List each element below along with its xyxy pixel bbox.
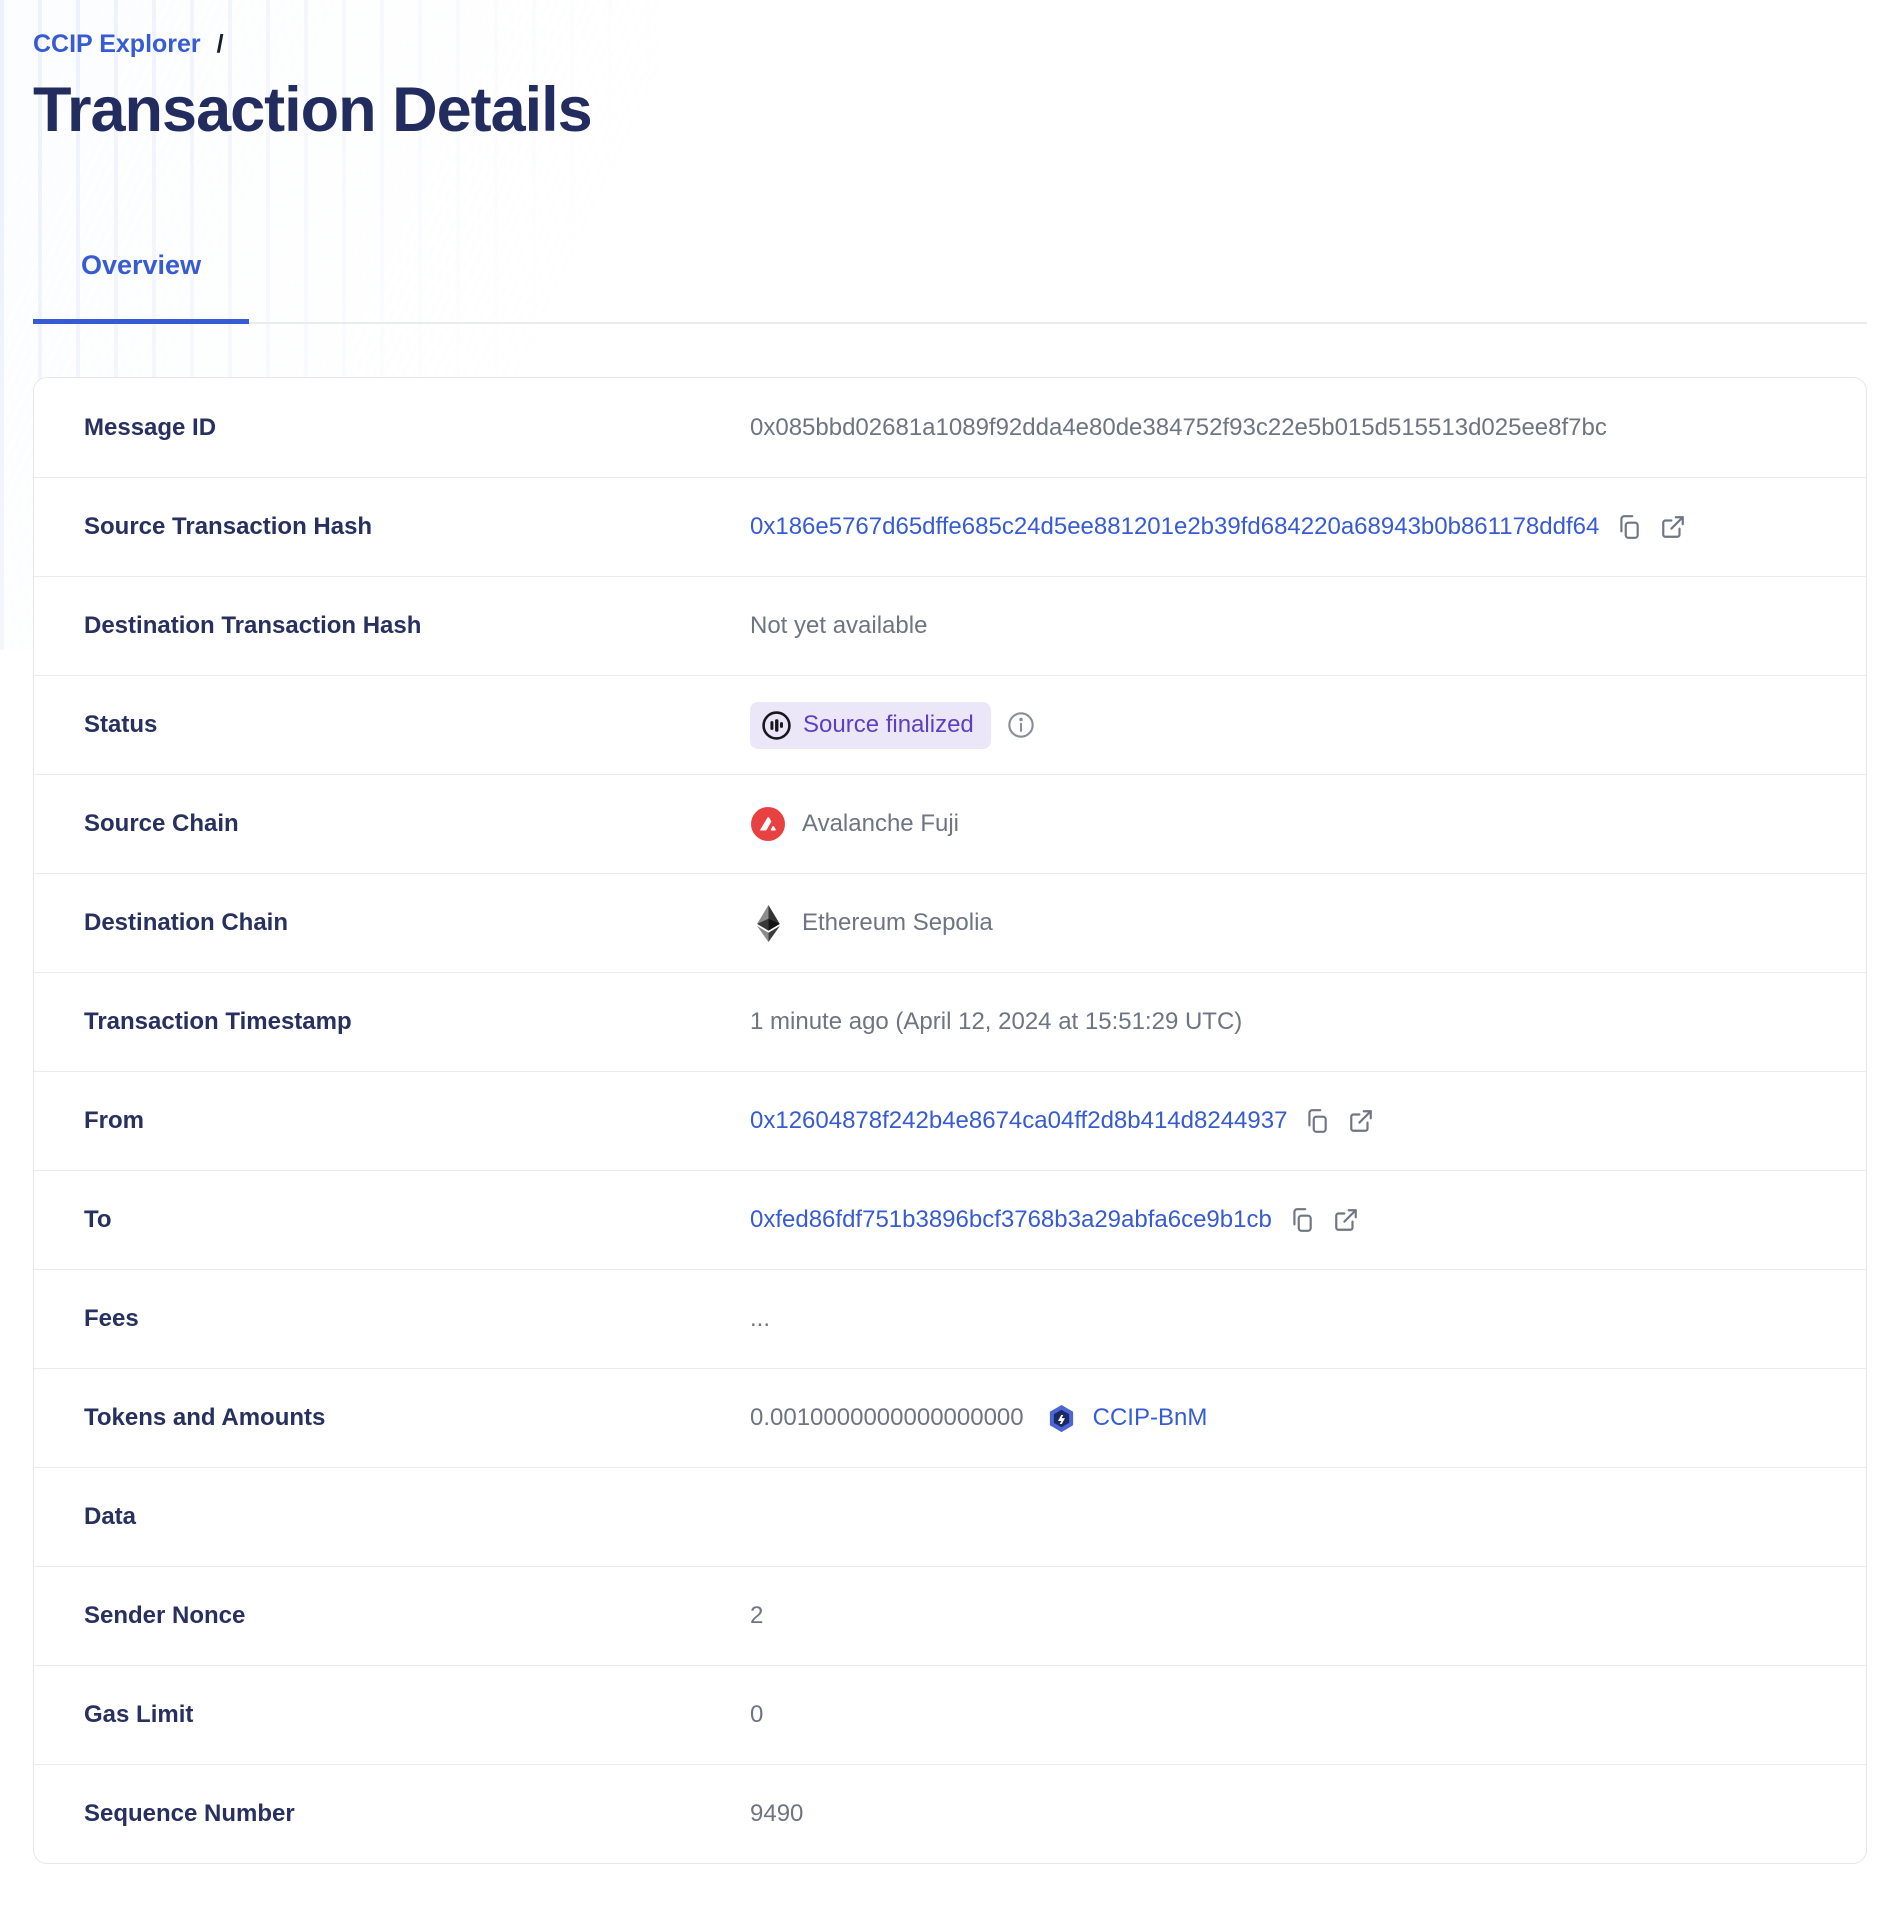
- token-link-ccip-bnm[interactable]: CCIP-BnM: [1092, 1404, 1208, 1432]
- table-row-tokens-and-amounts: Tokens and Amounts 0.0010000000000000000…: [34, 1368, 1866, 1467]
- ccip-bnm-token-icon: [1046, 1403, 1077, 1434]
- fees-value: ...: [750, 1305, 771, 1333]
- transaction-details-card: Message ID 0x085bbd02681a1089f92dda4e80d…: [33, 377, 1867, 1865]
- row-label: Transaction Timestamp: [84, 1008, 352, 1036]
- external-link-icon[interactable]: [1659, 513, 1687, 541]
- message-id-value: 0x085bbd02681a1089f92dda4e80de384752f93c…: [750, 413, 1607, 441]
- avalanche-icon: [750, 806, 786, 842]
- row-label: Source Chain: [84, 810, 239, 838]
- breadcrumb: CCIP Explorer /: [33, 0, 1867, 59]
- row-label: Destination Transaction Hash: [84, 612, 422, 640]
- table-row-sender-nonce: Sender Nonce 2: [34, 1566, 1866, 1665]
- copy-icon[interactable]: [1303, 1107, 1331, 1135]
- table-row-from: From 0x12604878f242b4e8674ca04ff2d8b414d…: [34, 1071, 1866, 1170]
- transaction-details-page: CCIP Explorer / Transaction Details Over…: [33, 0, 1867, 1865]
- table-row-sequence-number: Sequence Number 9490: [34, 1764, 1866, 1863]
- table-row-source-tx-hash: Source Transaction Hash 0x186e5767d65dff…: [34, 477, 1866, 576]
- tab-bar: Overview: [33, 250, 1867, 325]
- table-row-message-id: Message ID 0x085bbd02681a1089f92dda4e80d…: [34, 378, 1866, 477]
- page-title: Transaction Details: [33, 75, 593, 145]
- row-label: Status: [84, 711, 158, 739]
- row-label: Data: [84, 1503, 137, 1531]
- row-label: Destination Chain: [84, 909, 289, 937]
- to-address-link[interactable]: 0xfed86fdf751b3896bcf3768b3a29abfa6ce9b1…: [750, 1206, 1272, 1234]
- row-label: Fees: [84, 1305, 139, 1333]
- table-row-transaction-timestamp: Transaction Timestamp 1 minute ago (Apri…: [34, 972, 1866, 1071]
- row-label: To: [84, 1206, 112, 1234]
- status-badge-label: Source finalized: [803, 711, 974, 739]
- token-amount: 0.0010000000000000000: [750, 1404, 1024, 1432]
- from-address-link[interactable]: 0x12604878f242b4e8674ca04ff2d8b414d82449…: [750, 1107, 1288, 1135]
- table-row-destination-chain: Destination Chain Ethereum Sepolia: [34, 873, 1866, 972]
- table-row-status: Status Source finalized: [34, 675, 1866, 774]
- sequence-number-value: 9490: [750, 1800, 804, 1828]
- source-tx-hash-link[interactable]: 0x186e5767d65dffe685c24d5ee881201e2b39fd…: [750, 513, 1600, 541]
- copy-icon[interactable]: [1615, 513, 1643, 541]
- row-label: Sequence Number: [84, 1800, 295, 1828]
- table-row-to: To 0xfed86fdf751b3896bcf3768b3a29abfa6ce…: [34, 1170, 1866, 1269]
- sender-nonce-value: 2: [750, 1602, 764, 1630]
- copy-icon[interactable]: [1288, 1206, 1316, 1234]
- table-row-gas-limit: Gas Limit 0: [34, 1665, 1866, 1764]
- row-label: Tokens and Amounts: [84, 1404, 326, 1432]
- source-chain-name: Avalanche Fuji: [802, 810, 959, 838]
- breadcrumb-separator: /: [216, 30, 224, 58]
- row-label: Sender Nonce: [84, 1602, 246, 1630]
- row-label: From: [84, 1107, 144, 1135]
- table-row-fees: Fees ...: [34, 1269, 1866, 1368]
- destination-tx-hash-value: Not yet available: [750, 612, 928, 640]
- status-progress-icon: [761, 710, 792, 741]
- table-row-data: Data: [34, 1467, 1866, 1566]
- external-link-icon[interactable]: [1347, 1107, 1375, 1135]
- row-label: Gas Limit: [84, 1701, 194, 1729]
- destination-chain-name: Ethereum Sepolia: [802, 909, 993, 937]
- row-label: Message ID: [84, 413, 217, 441]
- info-icon[interactable]: [1007, 711, 1035, 739]
- status-badge: Source finalized: [750, 701, 991, 749]
- transaction-timestamp-value: 1 minute ago (April 12, 2024 at 15:51:29…: [750, 1008, 1243, 1036]
- ethereum-icon: [750, 904, 786, 942]
- table-row-destination-tx-hash: Destination Transaction Hash Not yet ava…: [34, 576, 1866, 675]
- gas-limit-value: 0: [750, 1701, 764, 1729]
- tab-overview[interactable]: Overview: [33, 250, 250, 325]
- row-label: Source Transaction Hash: [84, 513, 373, 541]
- external-link-icon[interactable]: [1332, 1206, 1360, 1234]
- table-row-source-chain: Source Chain Avalanche Fuji: [34, 774, 1866, 873]
- breadcrumb-link-ccip-explorer[interactable]: CCIP Explorer: [33, 30, 201, 58]
